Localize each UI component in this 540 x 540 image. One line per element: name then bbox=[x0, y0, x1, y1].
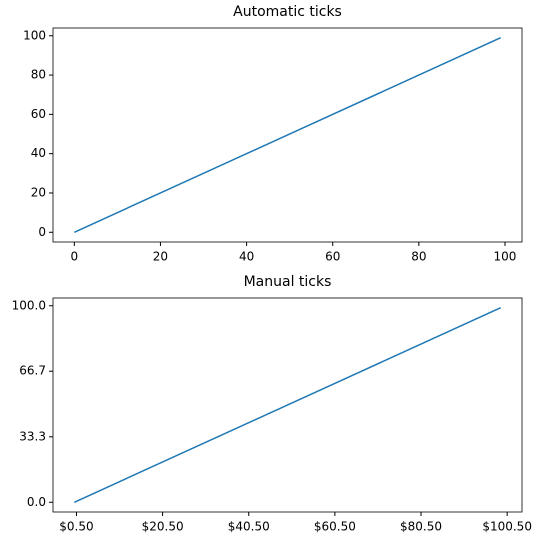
y-tick-label: 80 bbox=[31, 68, 46, 82]
chart-title: Automatic ticks bbox=[233, 4, 342, 20]
y-tick-label: 66.7 bbox=[19, 364, 46, 378]
x-tick-label: 100 bbox=[494, 250, 517, 264]
axes-frame bbox=[52, 27, 523, 243]
y-tick-label: 0.0 bbox=[27, 495, 46, 509]
x-tick-label: $100.50 bbox=[482, 520, 532, 534]
x-tick-label: $40.50 bbox=[228, 520, 270, 534]
y-tick-label: 100.0 bbox=[12, 298, 46, 312]
chart-title: Manual ticks bbox=[244, 274, 332, 290]
x-tick-label: $60.50 bbox=[314, 520, 356, 534]
y-tick-label: 40 bbox=[31, 146, 46, 160]
data-line bbox=[74, 307, 501, 503]
x-tick-label: 20 bbox=[153, 250, 168, 264]
x-tick-label: 80 bbox=[411, 250, 426, 264]
x-tick-label: 60 bbox=[325, 250, 340, 264]
x-tick-label: 0 bbox=[70, 250, 78, 264]
x-tick-label: $20.50 bbox=[142, 520, 184, 534]
x-tick-label: $0.50 bbox=[59, 520, 93, 534]
y-tick-label: 60 bbox=[31, 107, 46, 121]
y-tick-label: 100 bbox=[23, 28, 46, 42]
data-line bbox=[74, 37, 501, 233]
x-tick-label: 40 bbox=[239, 250, 254, 264]
y-tick-label: 20 bbox=[31, 185, 46, 199]
y-tick-label: 33.3 bbox=[19, 429, 46, 443]
axes-frame bbox=[52, 297, 523, 513]
x-tick-label: $80.50 bbox=[400, 520, 442, 534]
y-tick-label: 0 bbox=[38, 225, 46, 239]
